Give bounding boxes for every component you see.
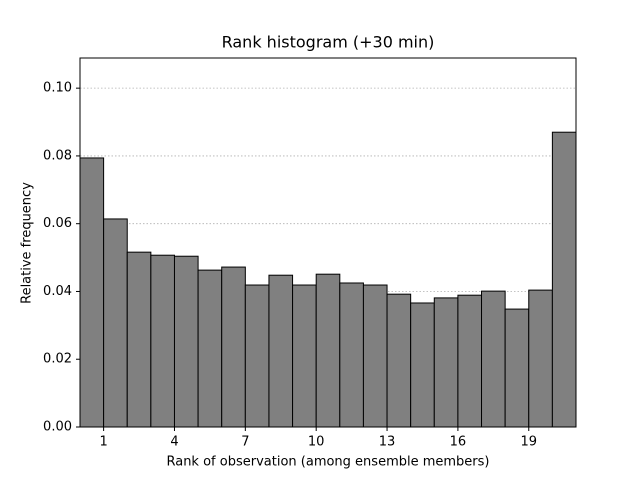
x-tick-label: 7 [241,435,249,450]
y-tick-label: 0.02 [43,352,72,367]
bar [244,284,270,428]
bar [197,269,223,428]
bar [221,266,246,428]
y-axis-label: Relative frequency [20,182,35,304]
y-tick-label: 0.08 [43,148,72,163]
bar [315,273,341,428]
y-tick-label: 0.06 [43,216,72,231]
bar [528,289,553,428]
x-tick-label: 10 [308,435,325,450]
chart-title: Rank histogram (+30 min) [222,33,435,52]
bar [433,297,459,428]
plot-frame [79,57,577,428]
bar [268,274,294,428]
bar [103,218,128,428]
x-tick-label: 13 [379,435,396,450]
y-tick-label: 0.04 [43,284,72,299]
bar [386,293,412,428]
bar [362,284,388,428]
x-tick-label: 19 [520,435,537,450]
x-tick-label: 16 [450,435,467,450]
bar [339,282,364,428]
bar [79,157,105,428]
bar [126,251,152,428]
bar [410,302,435,428]
y-tick-label: 0.00 [43,420,72,435]
x-axis-label: Rank of observation (among ensemble memb… [166,455,489,470]
bar [292,284,317,428]
x-tick-label: 4 [170,435,178,450]
bar [150,254,175,428]
bar [457,294,483,428]
bar [481,290,506,428]
bar [173,255,199,428]
bar [551,131,577,428]
bar [504,308,530,428]
y-tick-label: 0.10 [43,81,72,96]
x-tick-label: 1 [99,435,107,450]
